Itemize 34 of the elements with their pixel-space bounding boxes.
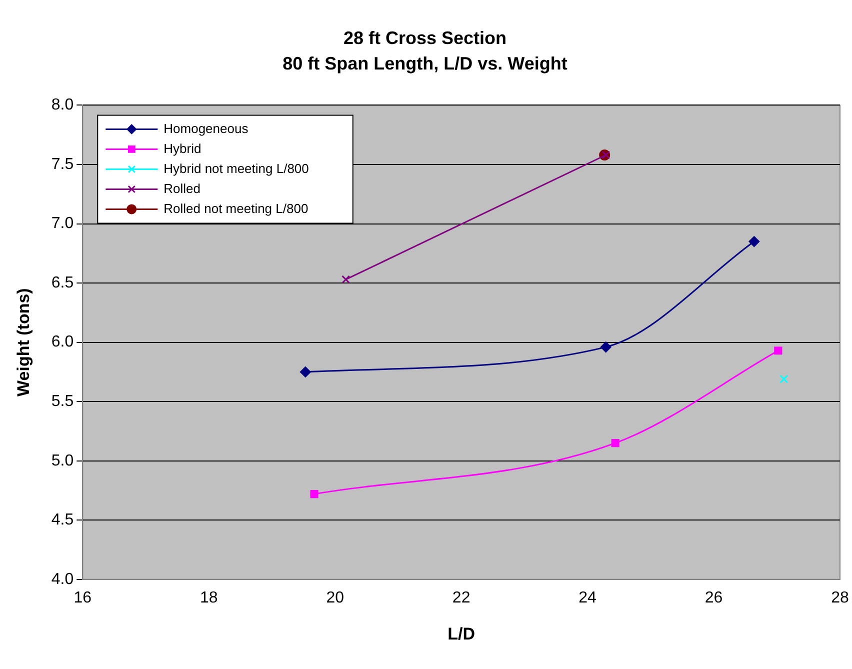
point: [342, 275, 350, 284]
point: [774, 346, 782, 355]
y-tick-label: 4.0: [51, 570, 74, 588]
legend-label: Rolled: [164, 180, 200, 196]
x-axis-title: L/D: [448, 624, 476, 644]
point: [780, 374, 788, 384]
point: [600, 342, 612, 353]
legend-label: Hybrid not meeting L/800: [164, 160, 309, 176]
x-tick-label: 28: [831, 589, 849, 606]
y-tick-label: 7.5: [51, 156, 74, 173]
point: [602, 150, 610, 160]
x-tick-label: 18: [200, 589, 218, 606]
chart-title: 28 ft Cross Section: [343, 28, 507, 48]
legend-label: Hybrid: [164, 140, 202, 156]
y-tick-label: 5.5: [51, 392, 74, 410]
y-tick-label: 8.0: [51, 96, 74, 114]
y-tick-label: 6.0: [51, 334, 74, 351]
y-tick-label: 4.5: [51, 512, 74, 529]
x-tick-label: 26: [704, 589, 723, 606]
x-tick-label: 24: [578, 589, 597, 606]
y-tick-label: 6.5: [51, 274, 74, 292]
legend-label: Homogeneous: [164, 120, 249, 136]
point: [611, 439, 620, 448]
x-tick-label: 16: [74, 589, 92, 606]
y-axis-title: Weight (tons): [14, 288, 33, 396]
point: [310, 490, 318, 498]
legend-label: Rolled not meeting L/800: [164, 200, 308, 216]
point: [300, 366, 311, 378]
y-tick-label: 5.0: [51, 452, 74, 470]
y-tick-label: 7.0: [51, 215, 74, 232]
point: [748, 236, 760, 248]
x-tick-label: 20: [326, 589, 344, 606]
chart-subtitle: 80 ft Span Length, L/D vs. Weight: [282, 53, 568, 74]
x-tick-label: 22: [452, 589, 470, 606]
